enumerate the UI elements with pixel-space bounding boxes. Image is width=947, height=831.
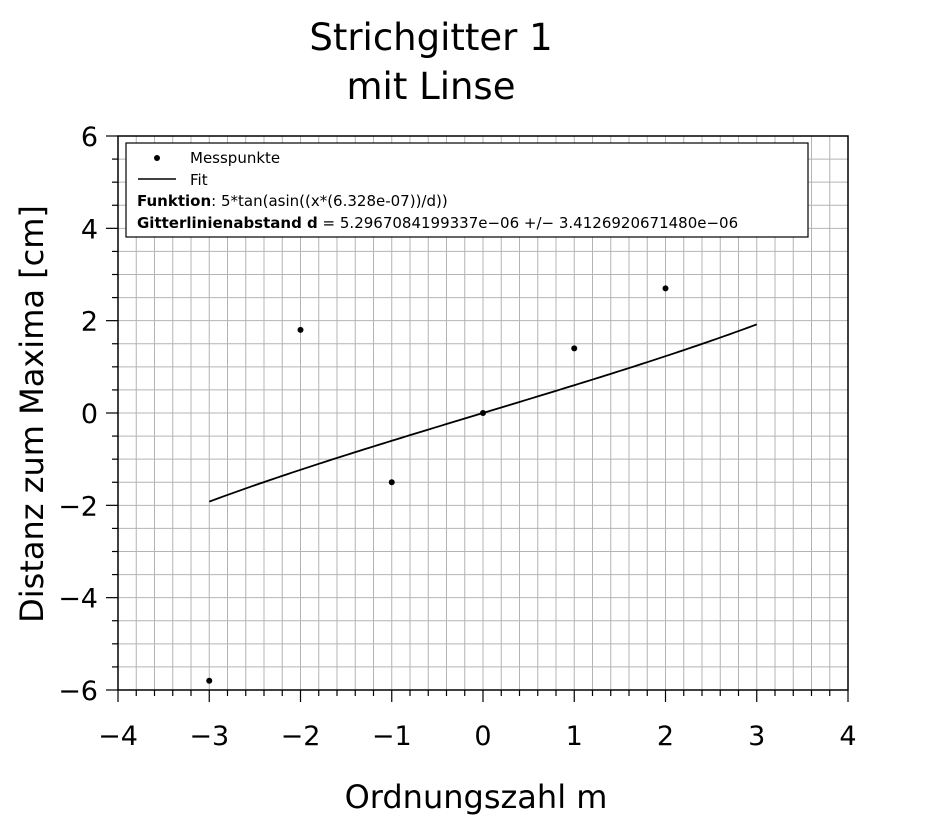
points-layer	[206, 285, 669, 684]
x-tick-label: 4	[839, 721, 856, 752]
chart-title-line-1: Strichgitter 1	[309, 16, 552, 59]
y-tick-label: 0	[81, 399, 98, 430]
data-point	[297, 326, 304, 333]
y-tick-label: −6	[58, 676, 98, 707]
x-tick-label: 1	[566, 721, 583, 752]
chart-title-line-2: mit Linse	[347, 65, 516, 108]
x-tick-label: 0	[474, 721, 491, 752]
x-tick-label: −4	[98, 721, 138, 752]
legend-marker-points	[154, 155, 160, 161]
data-point	[206, 677, 213, 684]
data-point	[480, 410, 486, 416]
legend: Messpunkte Fit Funktion: 5*tan(asin((x*(…	[125, 142, 809, 238]
x-tick-label: −3	[189, 721, 229, 752]
param-label: Gitterlinienabstand d	[137, 214, 318, 232]
function-text: : 5*tan(asin((x*(6.328e-07))/d))	[211, 192, 448, 210]
legend-label-points: Messpunkte	[190, 149, 280, 167]
y-tick-label: 4	[81, 214, 98, 245]
x-tick-label: 3	[748, 721, 765, 752]
x-tick-label: −1	[372, 721, 412, 752]
legend-box	[125, 142, 809, 238]
function-label: Funktion	[137, 192, 211, 210]
y-tick-label: −2	[58, 491, 98, 522]
y-axis-label: Distanz zum Maxima [cm]	[13, 205, 51, 623]
data-point	[388, 479, 395, 486]
x-axis-label: Ordnungszahl m	[345, 778, 608, 816]
y-tick-label: −4	[58, 584, 98, 615]
param-text: = 5.2967084199337e−06 +/− 3.412692067148…	[318, 214, 738, 232]
legend-label-fit: Fit	[190, 171, 208, 189]
data-point	[571, 345, 578, 352]
x-tick-label: 2	[657, 721, 674, 752]
x-tick-label: −2	[281, 721, 321, 752]
legend-param-line: Gitterlinienabstand d = 5.2967084199337e…	[137, 214, 738, 232]
ticks	[106, 135, 849, 702]
y-tick-label: 6	[81, 122, 98, 153]
data-point	[662, 285, 669, 292]
legend-function-line: Funktion: 5*tan(asin((x*(6.328e-07))/d))	[137, 192, 448, 210]
y-tick-label: 2	[81, 307, 98, 338]
